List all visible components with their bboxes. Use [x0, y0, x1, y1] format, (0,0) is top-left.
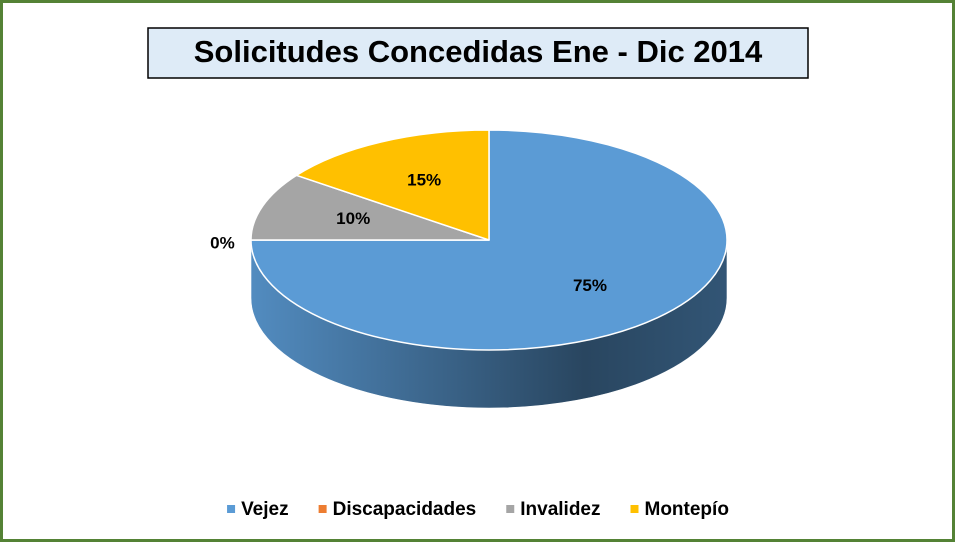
pie: 75% 0% 10% 15%	[210, 129, 728, 409]
legend-swatch	[227, 505, 236, 513]
legend-swatch	[630, 505, 639, 513]
legend-label: Invalidez	[520, 499, 600, 520]
legend-label: Montepío	[645, 499, 729, 520]
data-label: 15%	[407, 171, 441, 190]
legend-label: Discapacidades	[333, 499, 477, 520]
legend-swatch	[318, 505, 327, 513]
chart-title: Solicitudes Concedidas Ene - Dic 2014	[194, 34, 763, 69]
data-label: 0%	[210, 233, 235, 252]
pie-slice	[250, 174, 490, 241]
legend: Vejez Discapacidades Invalidez Montepío	[227, 499, 729, 520]
pie-slice	[250, 129, 728, 351]
legend-label: Vejez	[241, 499, 289, 520]
pie-slice	[295, 129, 490, 241]
title-box	[147, 27, 809, 79]
data-label: 10%	[336, 209, 370, 228]
legend-swatch	[506, 505, 515, 513]
data-label: 75%	[573, 276, 607, 295]
